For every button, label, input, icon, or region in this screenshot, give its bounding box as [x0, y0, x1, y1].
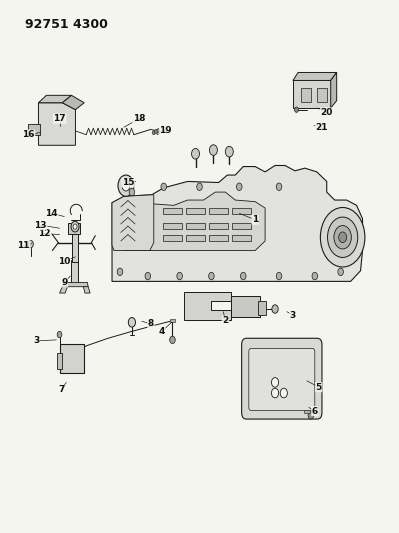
Circle shape	[192, 149, 200, 159]
Bar	[68, 223, 80, 233]
Text: 19: 19	[159, 126, 172, 135]
Text: 9: 9	[61, 278, 67, 287]
Circle shape	[308, 411, 314, 419]
Bar	[209, 208, 228, 214]
Bar	[186, 223, 205, 229]
Circle shape	[280, 388, 287, 398]
Bar	[258, 301, 266, 316]
Polygon shape	[184, 292, 231, 320]
Circle shape	[57, 332, 62, 338]
Circle shape	[129, 188, 135, 196]
Circle shape	[170, 336, 175, 344]
Circle shape	[225, 147, 233, 157]
Bar	[163, 223, 182, 229]
Text: 7: 7	[58, 385, 64, 394]
Text: 4: 4	[158, 327, 165, 336]
Text: 17: 17	[53, 114, 66, 123]
Text: 3: 3	[34, 336, 40, 345]
Bar	[232, 235, 251, 241]
Circle shape	[241, 272, 246, 280]
Text: 13: 13	[34, 221, 47, 230]
FancyBboxPatch shape	[249, 349, 315, 410]
Text: 16: 16	[22, 130, 35, 139]
Bar	[163, 235, 182, 241]
Bar	[209, 223, 228, 229]
Text: 15: 15	[122, 178, 134, 187]
Circle shape	[128, 318, 136, 327]
Circle shape	[71, 221, 79, 232]
Circle shape	[338, 268, 344, 276]
Circle shape	[276, 272, 282, 280]
Circle shape	[152, 131, 155, 135]
Text: 11: 11	[18, 241, 30, 250]
Bar	[301, 88, 311, 102]
Circle shape	[28, 240, 33, 248]
Text: 5: 5	[316, 383, 322, 392]
Circle shape	[339, 232, 347, 243]
Circle shape	[272, 305, 278, 313]
Circle shape	[320, 207, 365, 267]
Circle shape	[209, 272, 214, 280]
Bar	[304, 410, 310, 413]
Polygon shape	[59, 287, 67, 293]
Circle shape	[276, 183, 282, 190]
Bar	[231, 296, 260, 317]
Circle shape	[294, 107, 298, 112]
Circle shape	[161, 183, 166, 190]
Text: 2: 2	[222, 316, 229, 325]
Polygon shape	[38, 95, 71, 103]
Circle shape	[177, 272, 182, 280]
Text: 12: 12	[38, 229, 51, 238]
Polygon shape	[293, 72, 337, 80]
Text: 3: 3	[290, 311, 296, 320]
Polygon shape	[112, 165, 363, 281]
Circle shape	[117, 268, 123, 276]
Circle shape	[312, 272, 318, 280]
FancyBboxPatch shape	[242, 338, 322, 419]
Bar	[232, 223, 251, 229]
Polygon shape	[83, 287, 90, 293]
Circle shape	[118, 175, 134, 196]
Polygon shape	[62, 95, 84, 110]
Text: 10: 10	[58, 257, 71, 265]
Bar	[59, 344, 84, 373]
Bar	[163, 208, 182, 214]
Bar	[57, 353, 62, 368]
Circle shape	[271, 377, 279, 387]
Bar	[71, 260, 78, 284]
Circle shape	[154, 130, 158, 134]
Bar	[28, 124, 40, 135]
Bar	[186, 208, 205, 214]
Circle shape	[334, 225, 352, 249]
Polygon shape	[62, 282, 88, 287]
Polygon shape	[331, 72, 337, 108]
Text: 92751 4300: 92751 4300	[25, 18, 107, 31]
Circle shape	[122, 180, 130, 191]
Text: 14: 14	[45, 209, 58, 218]
Text: 18: 18	[133, 114, 145, 123]
Bar	[209, 235, 228, 241]
Circle shape	[197, 183, 202, 190]
Text: 21: 21	[316, 123, 328, 132]
Bar	[293, 80, 331, 108]
Text: 8: 8	[148, 319, 154, 328]
Bar	[186, 235, 205, 241]
Circle shape	[157, 128, 160, 133]
Bar	[72, 231, 78, 262]
Polygon shape	[38, 103, 75, 146]
Circle shape	[73, 224, 77, 229]
Circle shape	[145, 272, 150, 280]
Polygon shape	[112, 195, 154, 251]
Polygon shape	[124, 192, 265, 251]
Text: 1: 1	[252, 215, 258, 224]
Text: 6: 6	[312, 407, 318, 416]
Circle shape	[328, 217, 358, 257]
Text: 20: 20	[320, 108, 333, 117]
Bar	[317, 88, 327, 102]
Bar	[170, 319, 175, 322]
Circle shape	[271, 388, 279, 398]
Circle shape	[209, 145, 217, 156]
Bar	[232, 208, 251, 214]
Circle shape	[237, 183, 242, 190]
